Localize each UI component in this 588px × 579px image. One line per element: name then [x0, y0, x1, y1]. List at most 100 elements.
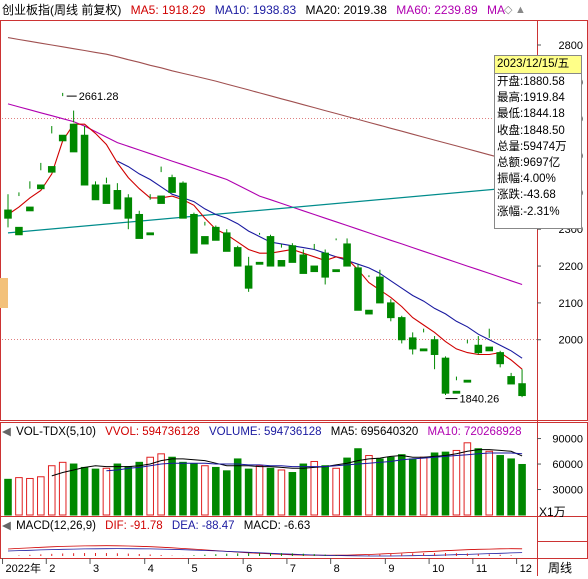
volume-bar — [47, 465, 56, 516]
volume-bar — [452, 449, 461, 516]
volume-bar — [58, 461, 67, 516]
candle-body — [310, 265, 319, 273]
volume-bar — [441, 451, 450, 516]
info-volume: 总量:59474万 — [497, 140, 567, 153]
candle-info-panel: 2023/12/15/五 开盘:1880.58 最高:1919.84 最低:18… — [494, 55, 582, 229]
macd-dea-line — [7, 548, 523, 557]
volume-bar — [408, 458, 417, 516]
candle-body — [146, 232, 154, 236]
low-annotation: 1840.26 — [460, 394, 500, 406]
candle-body — [80, 134, 89, 186]
volume-bar — [244, 468, 253, 516]
volume-bar — [419, 456, 428, 516]
candle-body — [441, 357, 450, 394]
ma-more-readout: MA — [486, 3, 505, 17]
candle-body — [26, 206, 34, 212]
volume-toggle-icon[interactable]: ◀ — [2, 426, 11, 438]
main-chart-header: 创业板指(周线 前复权) MA5: 1918.29 MA10: 1938.83 … — [2, 0, 522, 20]
info-high: 最高:1919.84 — [497, 92, 565, 105]
volume-bar — [310, 460, 319, 516]
candle-body — [37, 184, 45, 190]
candle-body — [474, 344, 483, 354]
candle-body — [321, 252, 329, 278]
volume-bar — [365, 455, 373, 516]
volume-bar — [233, 458, 242, 516]
period-label[interactable]: 周线 — [548, 561, 573, 575]
volume-bar — [113, 463, 122, 516]
volume-bar — [518, 463, 526, 516]
volume-y-tick-label: 60000 — [552, 459, 583, 471]
candle-body — [408, 337, 417, 350]
volume-bar — [397, 454, 406, 516]
volume-bar — [222, 470, 231, 516]
candle-body — [212, 226, 220, 241]
candle-body — [113, 190, 122, 210]
y-tick-label: 2000 — [559, 335, 583, 347]
volume-y-tick-label: 90000 — [552, 434, 583, 446]
volume-bar — [80, 466, 89, 516]
candle-body — [496, 352, 504, 365]
candle-body — [91, 184, 100, 201]
candle-body — [69, 123, 78, 153]
ma60-readout: MA60: 2239.89 — [396, 3, 478, 17]
volume-bar — [146, 456, 154, 516]
x-tick-label: 2 — [49, 563, 55, 575]
x-tick-label: 12 — [520, 563, 532, 575]
candle-body — [102, 184, 111, 204]
volume-bar — [26, 477, 34, 516]
candle-body — [452, 390, 461, 394]
candle-body — [419, 348, 428, 352]
candle-body — [233, 247, 242, 267]
ma60-line — [7, 37, 523, 165]
volume-readout: VOLUME: 594736128 — [209, 426, 322, 438]
volume-bar — [277, 469, 286, 516]
candle-body — [430, 339, 439, 355]
candle-body — [299, 254, 308, 274]
y-tick-label: 2800 — [559, 40, 583, 52]
candle-body — [277, 260, 286, 267]
vol-ma5-readout: MA5: 695640320 — [330, 426, 419, 438]
volume-bar — [15, 477, 23, 516]
volume-bar — [343, 457, 351, 516]
scroll-indicator-icon[interactable]: ◇ — [504, 4, 513, 16]
volume-bar — [255, 465, 264, 516]
x-tick-label: 8 — [334, 563, 340, 575]
volume-ma5-line — [51, 449, 523, 477]
volume-ma10-line — [106, 452, 523, 472]
volume-bar — [91, 468, 100, 516]
x-tick-label: 6 — [246, 563, 252, 575]
candle-body — [135, 213, 144, 239]
candle-body — [518, 383, 526, 397]
candle-body — [222, 232, 231, 252]
candle-body — [463, 379, 472, 383]
x-tick-label: 9 — [388, 563, 394, 575]
volume-bar — [157, 453, 165, 516]
macd-readout: MACD: -6.63 — [243, 520, 311, 532]
collapse-chevron-icon[interactable]: ▲ — [515, 4, 526, 16]
dif-readout: DIF: -91.78 — [105, 520, 163, 532]
candle-body — [397, 317, 406, 341]
volume-bar — [102, 467, 111, 516]
high-annotation: 2661.28 — [79, 91, 119, 103]
volume-bar — [321, 465, 329, 516]
volume-bar — [430, 452, 439, 516]
volume-bar — [474, 448, 483, 516]
candle-body — [343, 243, 351, 267]
candle-body — [288, 245, 297, 263]
macd-dif-line — [7, 545, 523, 556]
info-amount: 总额:9697亿 — [497, 157, 561, 170]
info-date: 2023/12/15/五 — [495, 56, 581, 74]
chart-expand-handle[interactable] — [0, 278, 8, 308]
vvol-readout: VVOL: 594736128 — [105, 426, 200, 438]
macd-toggle-icon[interactable]: ◀ — [2, 520, 11, 532]
info-amplitude: 振幅:4.00% — [497, 173, 556, 186]
candle-body — [15, 226, 23, 236]
ma5-readout: MA5: 1918.29 — [130, 3, 206, 17]
volume-bar — [201, 465, 209, 516]
x-tick-label: 2022年 — [6, 561, 41, 575]
candle-body — [244, 265, 253, 289]
volume-bar — [496, 455, 504, 516]
candle-body — [354, 267, 362, 311]
volume-bar — [266, 467, 275, 516]
candle-body — [376, 276, 384, 304]
